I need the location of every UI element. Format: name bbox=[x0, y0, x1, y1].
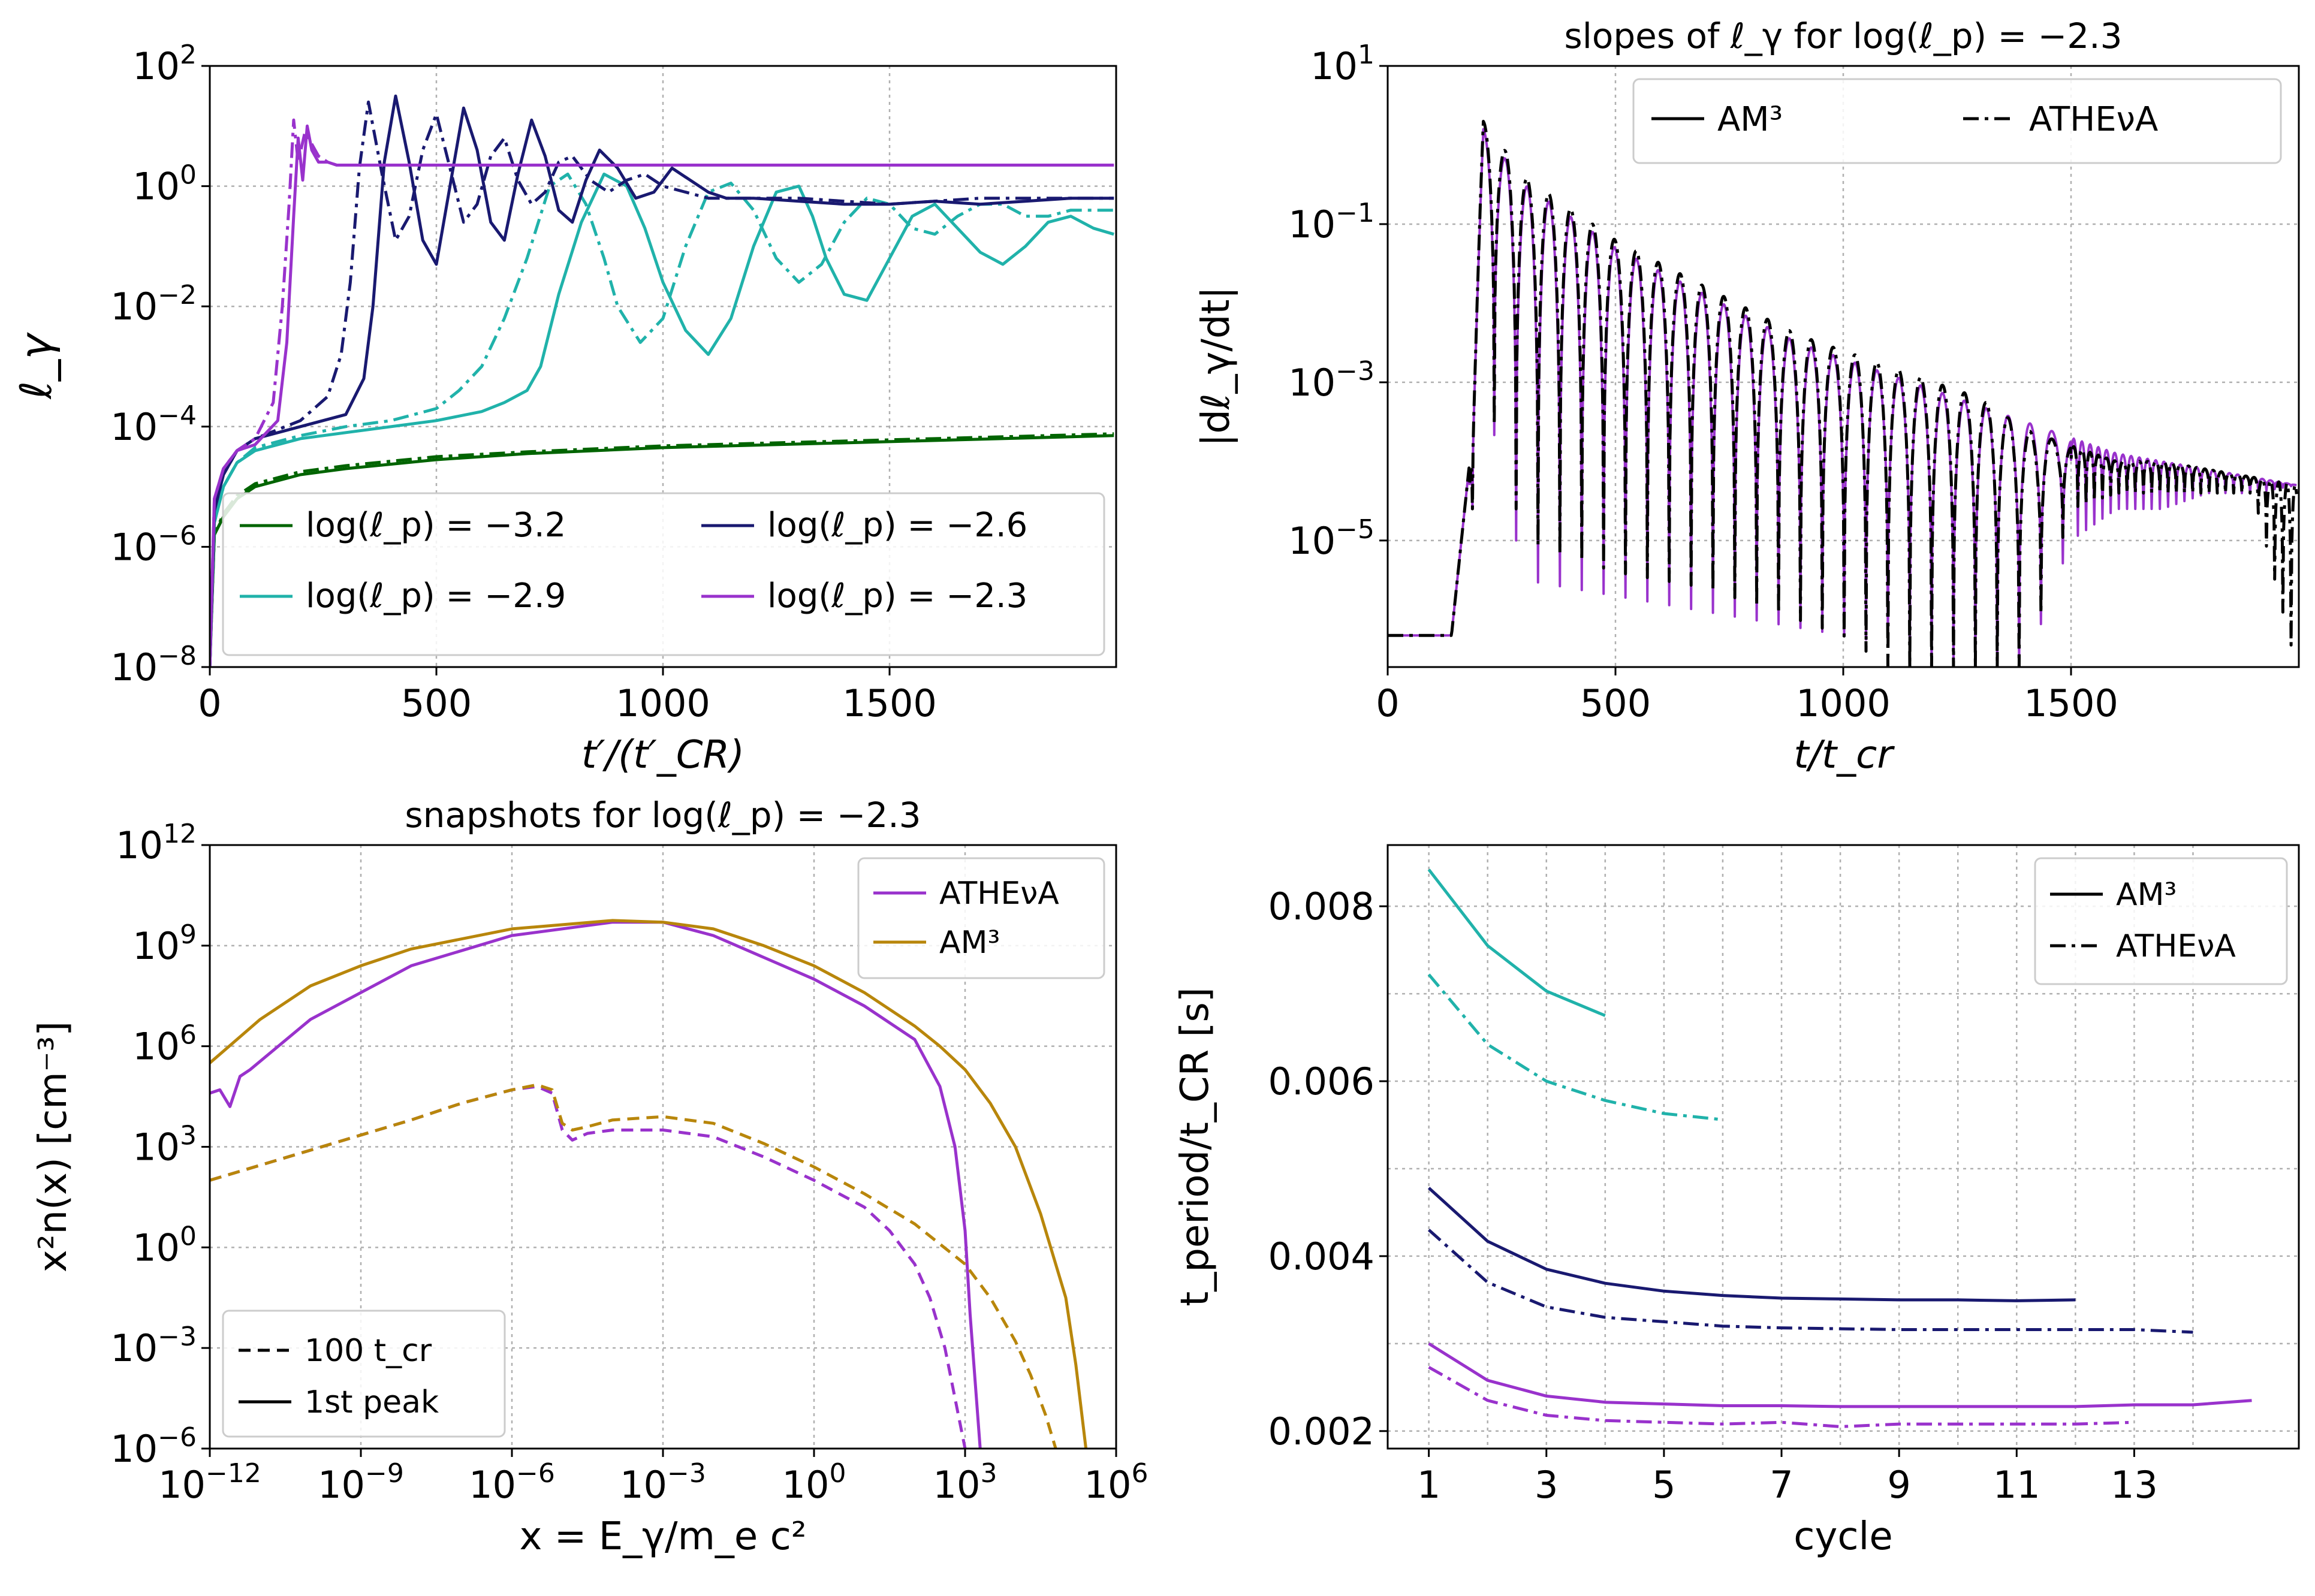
p3-legend-label: 1st peak bbox=[305, 1384, 439, 1420]
p2-xlabel: t/t_cr bbox=[1793, 733, 1895, 777]
p1-legend-label: log(ℓ_p) = −2.6 bbox=[767, 506, 1027, 545]
p4-xtick-label: 13 bbox=[2111, 1463, 2158, 1507]
p3-legend-label: ATHEνA bbox=[939, 876, 1059, 912]
p1-series-line bbox=[210, 100, 1114, 667]
p1-legend-label: log(ℓ_p) = −2.3 bbox=[767, 577, 1027, 616]
p1-xtick-label: 1000 bbox=[616, 681, 710, 725]
p2-xtick-label: 500 bbox=[1580, 681, 1651, 725]
p1-xtick-label: 1500 bbox=[842, 681, 937, 725]
p1-series-line bbox=[210, 94, 1114, 667]
p2-series-line bbox=[1388, 128, 2298, 667]
p3-xtick-label: 10−3 bbox=[620, 1458, 706, 1507]
p3-frame bbox=[209, 844, 1117, 1450]
p4-xlabel: cycle bbox=[1793, 1514, 1892, 1559]
p3-xtick-label: 10−12 bbox=[158, 1458, 261, 1507]
p4-legend bbox=[2034, 857, 2288, 985]
p1-legend bbox=[222, 492, 1105, 656]
p4-ytick-label: 0.008 bbox=[1268, 885, 1375, 928]
p4-frame bbox=[1386, 844, 2300, 1450]
p2-series-line bbox=[1388, 119, 2298, 667]
p3-ytick-label: 103 bbox=[132, 1121, 197, 1169]
p2-ylabel: |dℓ_γ/dt| bbox=[1194, 286, 1238, 446]
p1-legend-label: log(ℓ_p) = −3.2 bbox=[306, 506, 566, 545]
p3-xtick-label: 103 bbox=[933, 1458, 997, 1507]
p1-series-line bbox=[210, 432, 1114, 667]
p2-legend bbox=[1632, 78, 2282, 164]
p4-ytick-label: 0.006 bbox=[1268, 1060, 1375, 1103]
p1-ylabel: ℓ_γ bbox=[11, 332, 61, 400]
p2-ytick-label: 10−3 bbox=[1288, 356, 1374, 405]
p1-series-line bbox=[210, 173, 1114, 667]
p1-frame bbox=[209, 65, 1117, 668]
p4-series-line bbox=[1428, 1366, 2135, 1428]
p1-legend-label: log(ℓ_p) = −2.9 bbox=[306, 577, 566, 616]
p4-series-line bbox=[1427, 1229, 2193, 1334]
p3-series-line bbox=[210, 1083, 1057, 1449]
p1-ytick-label: 10−8 bbox=[110, 641, 197, 689]
p2-xtick-label: 1500 bbox=[2024, 681, 2118, 725]
p1-ytick-label: 10−4 bbox=[110, 400, 197, 449]
p4-legend-label: AM³ bbox=[2116, 877, 2177, 913]
p3-ylabel: x²n(x) [cm⁻³] bbox=[31, 1021, 76, 1272]
p4-ytick-label: 0.002 bbox=[1268, 1410, 1375, 1453]
p3-series-line bbox=[210, 921, 982, 1449]
p1-xtick-label: 0 bbox=[198, 681, 221, 725]
p3-ytick-label: 106 bbox=[132, 1020, 197, 1069]
p3-legend-label: 100 t_cr bbox=[305, 1333, 432, 1369]
p4-series-line bbox=[1427, 973, 1723, 1121]
p2-ytick-label: 10−5 bbox=[1288, 514, 1374, 563]
p3-series-line bbox=[210, 919, 1088, 1449]
p4-xtick-label: 1 bbox=[1417, 1463, 1440, 1507]
p4-xtick-label: 11 bbox=[1993, 1463, 2040, 1507]
p3-ytick-label: 10−6 bbox=[110, 1422, 197, 1471]
p4-ylabel: t_period/t_CR [s] bbox=[1173, 987, 1217, 1306]
p3-xtick-label: 10−9 bbox=[318, 1458, 404, 1507]
p3-xtick-label: 106 bbox=[1084, 1458, 1149, 1507]
p1-xlabel: t′/(t′_CR) bbox=[581, 733, 744, 777]
p4-xtick-label: 9 bbox=[1887, 1463, 1910, 1507]
p1-series-line bbox=[210, 118, 1114, 667]
p4-xtick-label: 3 bbox=[1535, 1463, 1558, 1507]
p1-ytick-label: 100 bbox=[132, 160, 197, 209]
p4-xtick-label: 5 bbox=[1652, 1463, 1675, 1507]
p2-legend-label: AM³ bbox=[1717, 100, 1783, 139]
p2-legend-label: ATHEνA bbox=[2029, 100, 2158, 139]
p2-title: slopes of ℓ_γ for log(ℓ_p) = −2.3 bbox=[1565, 16, 2123, 56]
p1-series-line bbox=[210, 173, 1114, 667]
p2-ytick-label: 10−1 bbox=[1288, 198, 1374, 246]
p4-legend-label: ATHEνA bbox=[2116, 928, 2236, 964]
p3-title: snapshots for log(ℓ_p) = −2.3 bbox=[405, 795, 921, 835]
p4-series-line bbox=[1427, 868, 1606, 1017]
p3-legend-top bbox=[857, 857, 1105, 979]
p4-xtick-label: 7 bbox=[1770, 1463, 1793, 1507]
p4-series-line bbox=[1428, 1342, 2252, 1408]
p2-xtick-label: 0 bbox=[1376, 681, 1399, 725]
p3-ytick-label: 100 bbox=[132, 1221, 197, 1269]
p2-frame bbox=[1386, 65, 2300, 668]
p3-ytick-label: 10−3 bbox=[110, 1322, 197, 1370]
p3-ytick-label: 1012 bbox=[116, 819, 197, 867]
p3-legend-label: AM³ bbox=[939, 925, 1000, 961]
p3-ytick-label: 109 bbox=[132, 919, 197, 968]
p1-xtick-label: 500 bbox=[401, 681, 472, 725]
p1-ytick-label: 10−6 bbox=[110, 520, 197, 569]
p3-xtick-label: 100 bbox=[782, 1458, 846, 1507]
p3-xlabel: x = E_γ/m_e c² bbox=[520, 1514, 807, 1559]
p4-series-line bbox=[1427, 1187, 2076, 1302]
p4-ytick-label: 0.004 bbox=[1268, 1235, 1375, 1278]
p3-legend-bottom bbox=[222, 1310, 506, 1438]
p2-xtick-label: 1000 bbox=[1796, 681, 1891, 725]
p1-ytick-label: 10−2 bbox=[110, 280, 197, 328]
p2-ytick-label: 101 bbox=[1310, 40, 1374, 88]
p1-ytick-label: 102 bbox=[132, 40, 197, 88]
p3-xtick-label: 10−6 bbox=[469, 1458, 555, 1507]
